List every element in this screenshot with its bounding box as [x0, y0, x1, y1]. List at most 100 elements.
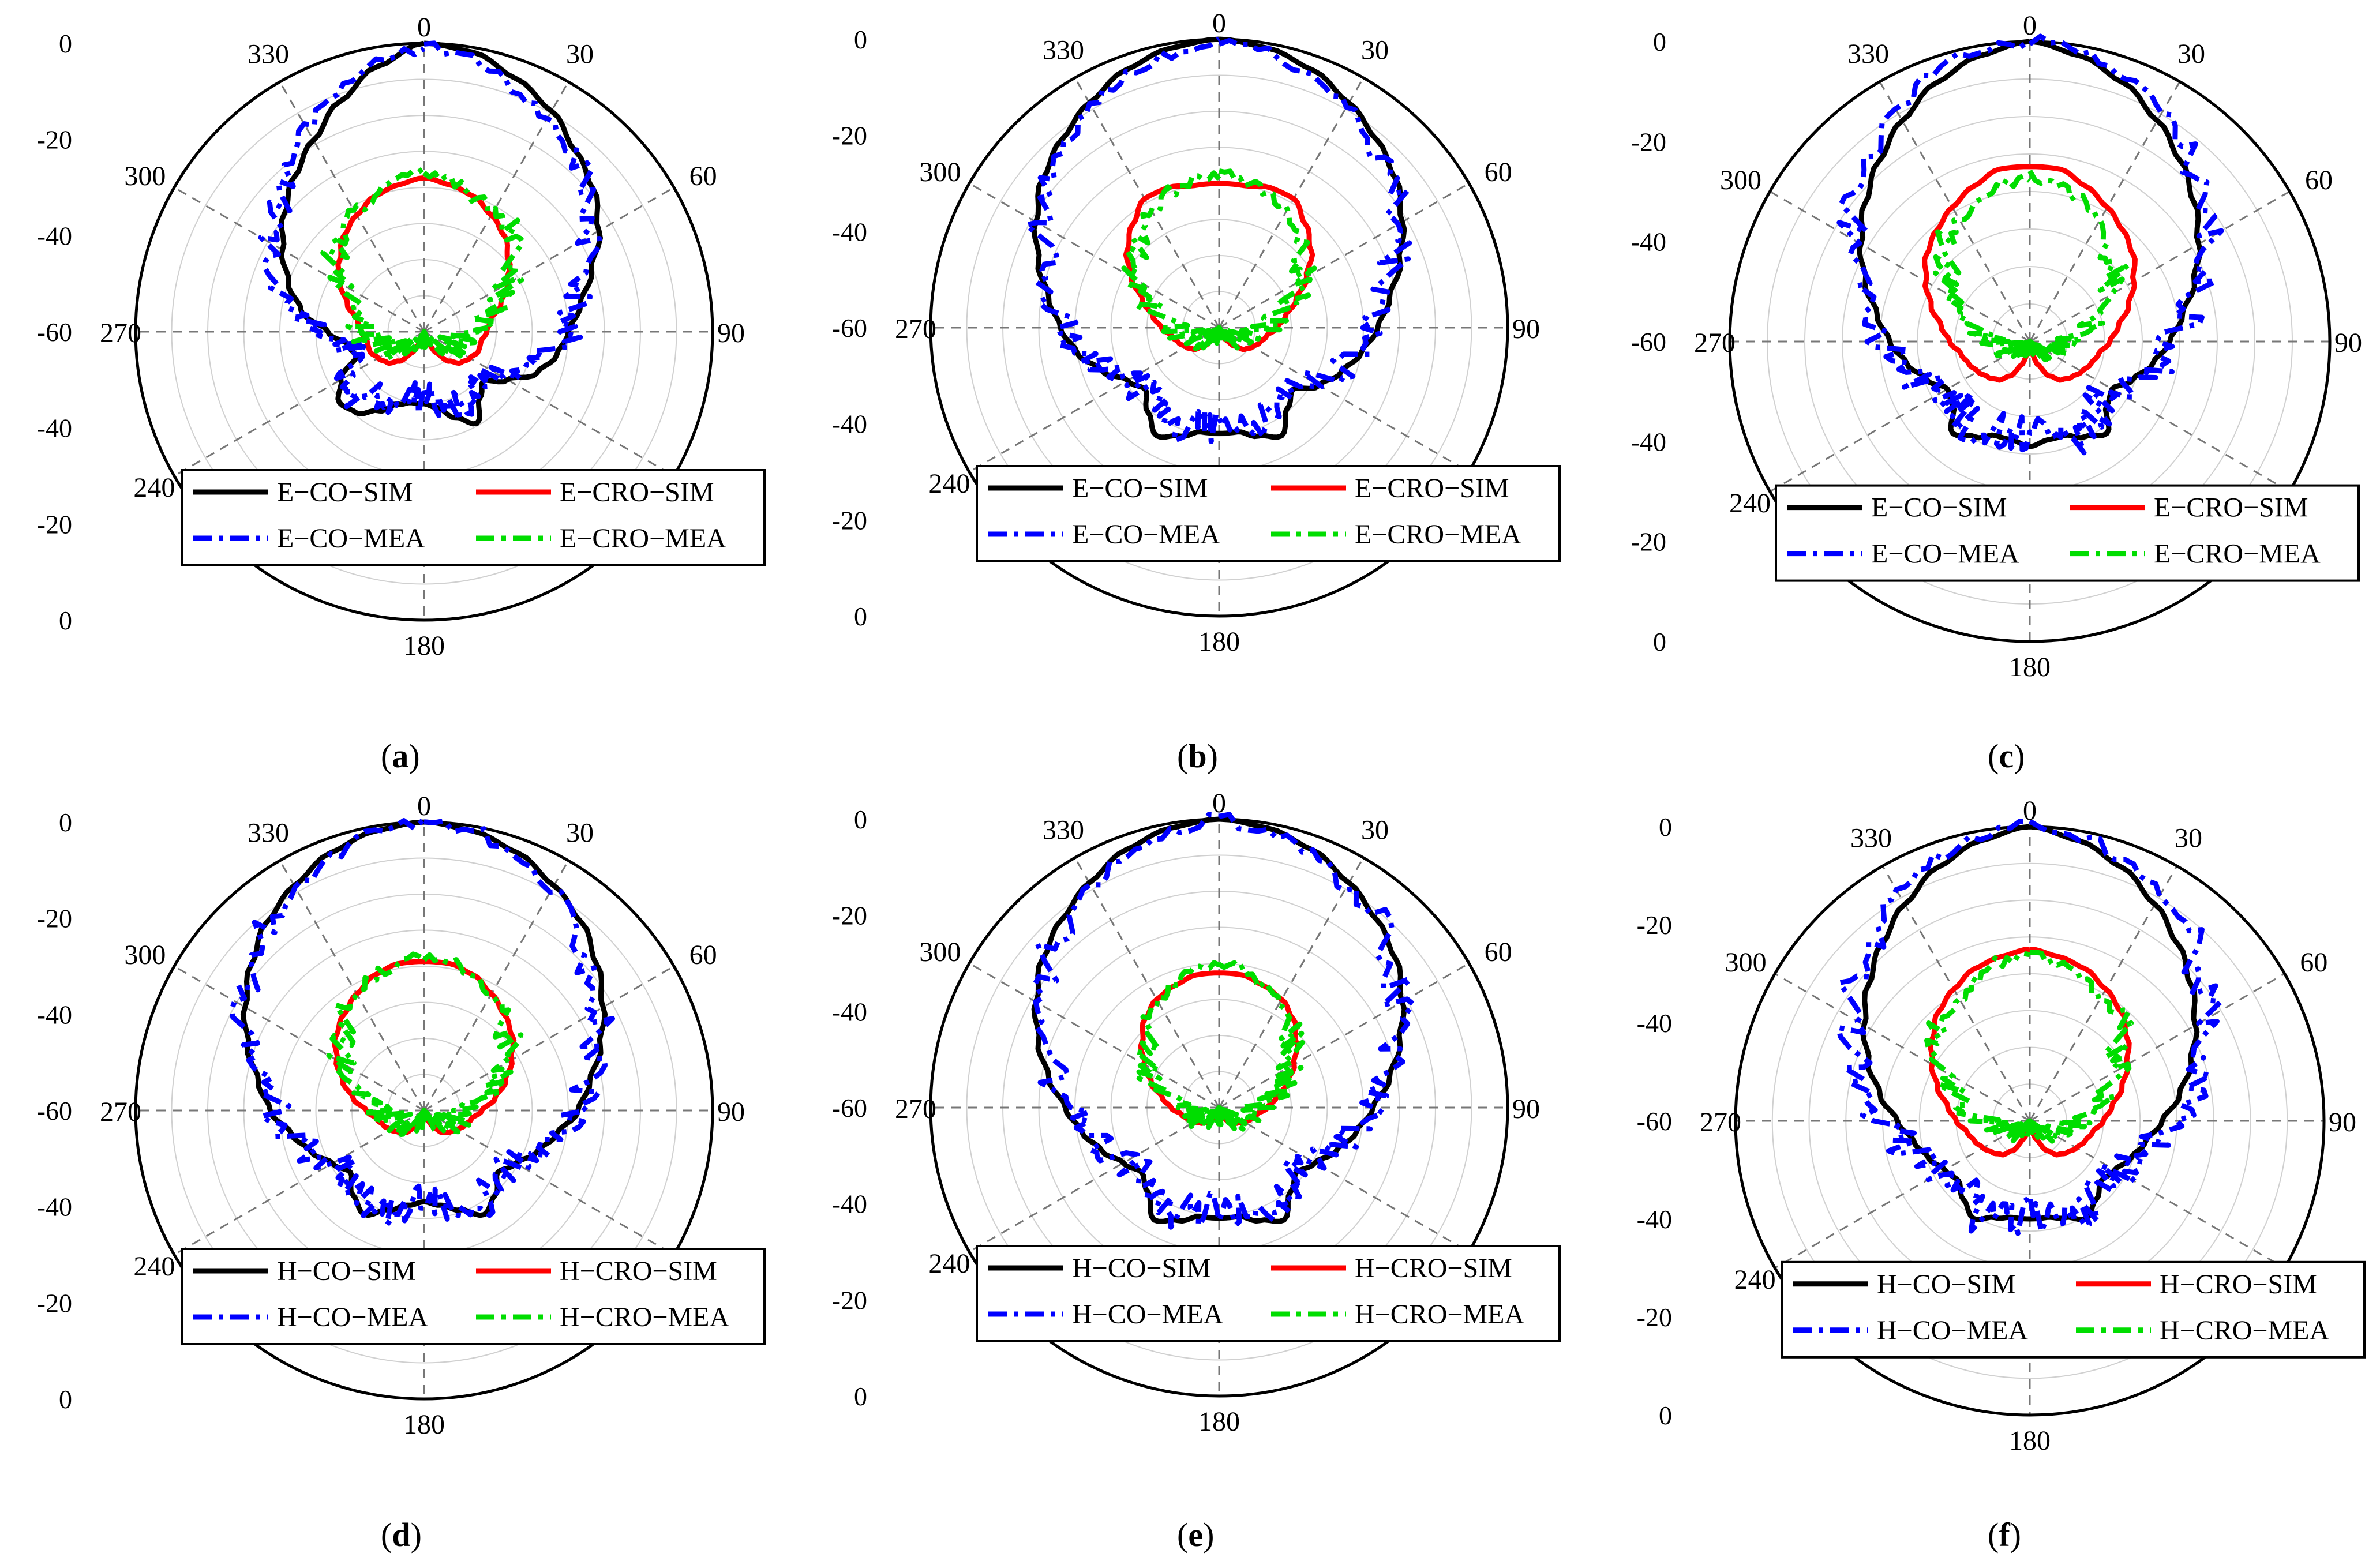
legend-label-1: H−CRO−SIM	[1355, 1253, 1512, 1284]
angle-tick-270: 270	[1694, 328, 1736, 358]
radial-tick: -40	[1637, 1204, 1672, 1234]
angle-tick-0: 0	[1212, 788, 1226, 819]
radial-tick: -20	[832, 121, 867, 151]
grid-circle	[966, 74, 1472, 581]
radial-tick: -20	[37, 1288, 72, 1318]
legend-label-3: H−CRO−MEA	[2160, 1315, 2330, 1346]
radial-tick: 0	[854, 805, 867, 834]
angle-tick-270: 270	[1700, 1107, 1741, 1138]
series-a-0	[279, 40, 603, 427]
series-e-3	[1133, 960, 1305, 1132]
radial-tick: -40	[832, 410, 867, 439]
angle-tick-30: 30	[2175, 823, 2202, 854]
grid-circle	[966, 854, 1472, 1361]
angle-tick-30: 30	[1361, 815, 1389, 845]
angle-tick-60: 60	[2300, 947, 2327, 978]
caption-letter: f	[1999, 1516, 2010, 1554]
spoke-240	[1769, 340, 2030, 493]
legend-label-1: H−CRO−SIM	[2160, 1269, 2317, 1300]
angle-tick-0: 0	[2023, 795, 2037, 826]
radial-tick: 0	[59, 606, 72, 635]
angle-tick-180: 180	[1198, 1406, 1240, 1437]
caption-open: (	[1988, 737, 1999, 775]
angle-tick-300: 300	[919, 937, 961, 967]
angle-tick-0: 0	[417, 12, 431, 43]
angle-tick-240: 240	[133, 472, 175, 503]
legend-label-2: H−CO−MEA	[1877, 1315, 2028, 1346]
radial-tick: 0	[59, 808, 72, 837]
radial-tick: 0	[854, 25, 867, 54]
legend-box	[976, 1245, 1561, 1342]
legend-label-0: E−CO−SIM	[1871, 493, 2007, 523]
angle-tick-180: 180	[1198, 626, 1240, 657]
caption-letter: a	[392, 737, 408, 775]
radial-tick: 0	[854, 1382, 867, 1411]
caption-open: (	[1177, 737, 1188, 775]
angle-tick-90: 90	[717, 1097, 745, 1127]
angle-tick-60: 60	[689, 161, 717, 192]
radial-tick: -40	[37, 1000, 72, 1029]
angle-tick-300: 300	[1725, 947, 1767, 978]
caption-letter: b	[1188, 737, 1206, 775]
grid-circle	[171, 78, 677, 585]
legend-label-0: H−CO−SIM	[277, 1256, 416, 1286]
caption-close: )	[408, 737, 419, 775]
angle-tick-270: 270	[895, 314, 936, 344]
polar-chart-c: 03060901201802402703003300-20-40-60-40-2…	[1631, 10, 2362, 775]
legend-label-3: H−CRO−MEA	[1355, 1299, 1525, 1330]
angle-tick-240: 240	[133, 1251, 175, 1282]
radial-tick: -20	[832, 1285, 867, 1315]
radial-tick: -40	[37, 1192, 72, 1222]
caption-open: (	[381, 737, 392, 775]
legend-label-0: E−CO−SIM	[277, 477, 413, 508]
caption-open: (	[381, 1516, 392, 1554]
legend-label-3: E−CRO−MEA	[2154, 539, 2321, 569]
radial-tick: -20	[832, 901, 867, 930]
angle-tick-300: 300	[1720, 165, 1761, 196]
caption-close: )	[411, 1516, 422, 1554]
grid-circle	[1771, 862, 2288, 1379]
caption-close: )	[1207, 737, 1218, 775]
radial-tick: -20	[832, 505, 867, 535]
angle-tick-240: 240	[928, 468, 970, 499]
series-a-2	[258, 40, 602, 423]
angle-tick-240: 240	[1734, 1264, 1776, 1295]
radial-tick: -60	[1637, 1106, 1672, 1136]
radial-tick: -40	[832, 997, 867, 1026]
legend-box	[181, 469, 766, 566]
radial-tick: -40	[1631, 227, 1666, 257]
angle-tick-300: 300	[124, 161, 166, 192]
angle-tick-300: 300	[919, 157, 961, 187]
spoke-30	[2029, 865, 2178, 1121]
series-c-3	[1933, 169, 2131, 363]
legend-label-1: E−CRO−SIM	[2154, 493, 2308, 523]
radial-tick: -60	[832, 313, 867, 343]
caption-letter: c	[1999, 737, 2014, 775]
caption-close: )	[1203, 1516, 1214, 1554]
radial-tick: -20	[1637, 1303, 1672, 1332]
panel-caption: (e)	[1177, 1516, 1214, 1554]
legend-label-2: H−CO−MEA	[1072, 1299, 1223, 1330]
legend-label-1: E−CRO−SIM	[1355, 473, 1509, 504]
spoke-30	[2029, 81, 2181, 342]
radial-tick: 0	[59, 1384, 72, 1414]
radial-tick: -40	[37, 221, 72, 250]
angle-tick-30: 30	[1361, 35, 1389, 65]
spoke-60	[2029, 190, 2291, 343]
radial-tick: -60	[37, 1096, 72, 1125]
angle-tick-330: 330	[248, 817, 289, 848]
radial-tick: -60	[1631, 327, 1666, 357]
angle-tick-90: 90	[2334, 328, 2362, 358]
caption-letter: d	[392, 1516, 410, 1554]
radial-tick: 0	[1653, 27, 1666, 57]
radial-tick: -40	[832, 217, 867, 246]
legend-label-2: E−CO−MEA	[1072, 519, 1220, 550]
series-f-3	[1924, 950, 2134, 1144]
radial-tick: -40	[37, 414, 72, 443]
radial-tick: -40	[1637, 1008, 1672, 1038]
series-a-3	[320, 166, 526, 361]
legend-box	[1781, 1260, 2366, 1359]
angle-tick-30: 30	[566, 39, 594, 69]
grid-circle	[1917, 228, 2143, 455]
grid-circle	[1918, 1010, 2141, 1232]
